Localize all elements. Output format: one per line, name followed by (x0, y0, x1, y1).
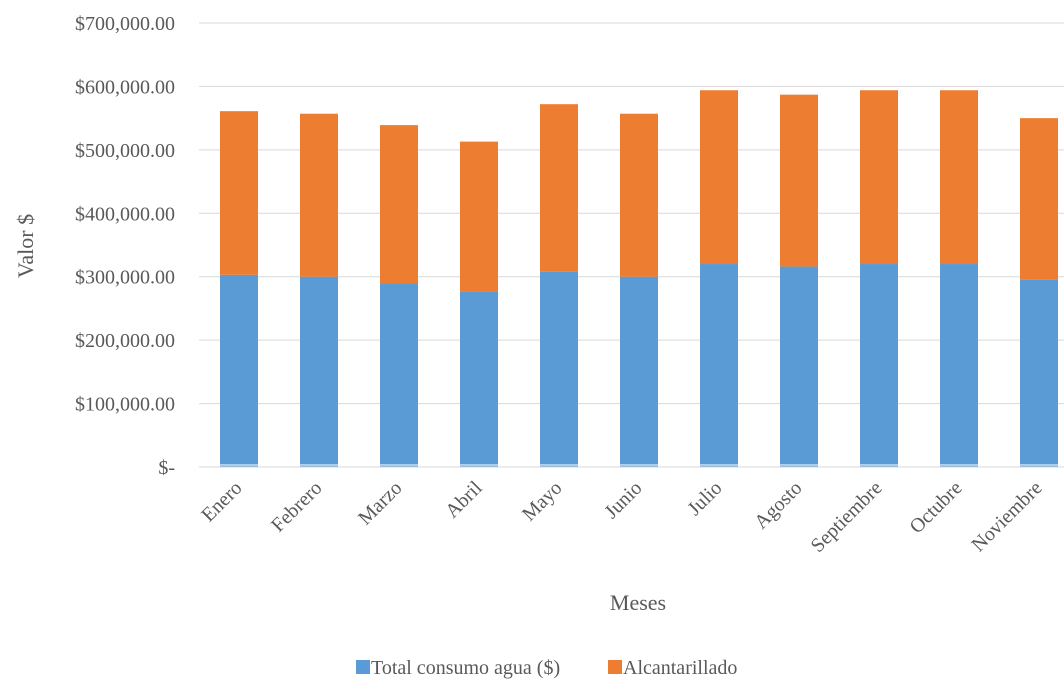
bar-segment-agua (860, 264, 898, 467)
bar-segment-alcantarillado (780, 94, 818, 267)
bar-segment-agua (780, 266, 818, 467)
x-tick-label: Noviembre (967, 477, 1046, 556)
x-tick-label: Febrero (267, 477, 327, 537)
bar-segment-agua (220, 274, 258, 467)
bar-segment-alcantarillado (460, 141, 498, 292)
x-tick-label: Marzo (354, 477, 406, 529)
x-tick-label: Junio (600, 477, 646, 523)
bar-segment-agua (300, 276, 338, 467)
y-tick-label: $300,000.00 (75, 267, 175, 289)
x-tick-label: Agosto (750, 477, 806, 533)
bars (199, 90, 1064, 468)
y-axis-title: Valor $ (13, 214, 38, 278)
legend-label-total-consumo-agua: Total consumo agua ($) (371, 657, 560, 679)
y-tick-label: $200,000.00 (75, 330, 175, 352)
bar-segment-agua (700, 264, 738, 467)
y-tick-label: $100,000.00 (75, 394, 175, 416)
bar-segment-alcantarillado (380, 125, 418, 284)
legend-swatch-alcantarillado (608, 660, 622, 674)
bar-segment-alcantarillado (540, 104, 578, 272)
bar-segment-alcantarillado (700, 90, 738, 265)
y-tick-label: $- (158, 457, 175, 479)
bar-segment-agua (620, 276, 658, 467)
legend-swatch-total-consumo-agua (356, 660, 370, 674)
bar-segment-alcantarillado (860, 90, 898, 265)
y-axis-ticks: $- $100,000.00 $200,000.00 $300,000.00 $400,… (75, 13, 175, 479)
x-axis-ticks: Enero Febrero Marzo Abril Mayo Junio Julio Agos… (197, 477, 1046, 557)
bar-segment-alcantarillado (940, 90, 978, 265)
bar-segment-agua (540, 271, 578, 467)
x-tick-label: Octubre (905, 477, 966, 538)
bar-segment-alcantarillado (220, 111, 258, 275)
bar-segment-alcantarillado (620, 113, 658, 277)
x-tick-label: Septiembre (807, 477, 887, 557)
x-tick-label: Enero (197, 477, 246, 526)
x-tick-label: Julio (683, 477, 726, 520)
bar-segment-agua (380, 283, 418, 467)
bar-segment-alcantarillado (1020, 118, 1058, 280)
bar-segment-alcantarillado (300, 113, 338, 277)
y-tick-label: $400,000.00 (75, 203, 175, 225)
y-tick-label: $600,000.00 (75, 76, 175, 98)
legend: Total consumo agua ($) Alcantarillado (356, 657, 737, 679)
bar-segment-agua (1020, 279, 1058, 467)
x-tick-label: Abril (441, 477, 487, 523)
bar-segment-agua (460, 291, 498, 467)
x-axis-title: Meses (610, 590, 666, 615)
bar-segment-agua (940, 264, 978, 467)
y-tick-label: $700,000.00 (75, 13, 175, 35)
legend-label-alcantarillado: Alcantarillado (623, 657, 737, 679)
x-tick-label: Mayo (518, 477, 567, 526)
y-tick-label: $500,000.00 (75, 140, 175, 162)
